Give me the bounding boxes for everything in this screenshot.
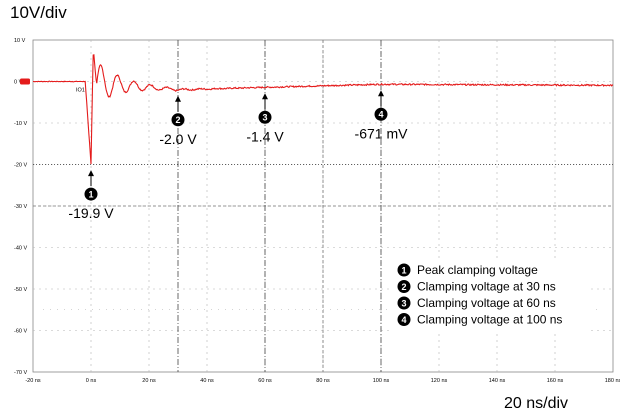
y-tick-label: 10 V — [14, 38, 26, 44]
x-tick-label: 100 ns — [373, 378, 390, 384]
x-scale-label: 20 ns/div — [504, 395, 569, 412]
annotation-label: -671 mV — [355, 125, 409, 141]
x-tick-label: 0 ns — [86, 378, 97, 384]
y-tick-label: -30 V — [14, 204, 27, 210]
legend-number: 4 — [401, 315, 406, 325]
x-tick-label: 180 ns — [605, 378, 620, 384]
annotation-label: -19.9 V — [68, 205, 114, 221]
legend-label: Clamping voltage at 100 ns — [417, 313, 562, 327]
annotation-label: -2.0 V — [159, 131, 197, 147]
annotation-number: 3 — [262, 113, 267, 123]
annotation-label: -1.4 V — [246, 128, 284, 144]
y-tick-label: 0 V — [14, 80, 23, 86]
legend-marker — [397, 313, 411, 326]
trace-marker-label: IO1 — [76, 88, 85, 94]
annotation-marker — [84, 187, 98, 201]
grid — [32, 39, 614, 373]
y-scale-label: 10V/div — [10, 3, 67, 22]
x-tick-label: 40 ns — [200, 378, 214, 384]
legend-number: 1 — [401, 265, 406, 275]
y-tick-label: -10 V — [14, 121, 27, 127]
legend-marker — [397, 296, 411, 310]
trace: IO1 — [20, 54, 614, 165]
legend-marker — [397, 280, 411, 293]
annotations: 1 -19.9 V 2 -2.0 V 3 -1.4 V 4 -671 mV — [68, 90, 408, 221]
annotation-number: 4 — [378, 110, 383, 120]
legend-number: 2 — [401, 282, 406, 292]
arrow-head-icon — [175, 95, 181, 102]
y-tick-label: -60 V — [14, 329, 27, 335]
x-tick-label: 160 ns — [547, 378, 564, 384]
x-tick-label: 80 ns — [316, 378, 330, 384]
legend-marker — [397, 263, 411, 277]
legend-number: 3 — [401, 298, 406, 308]
waveform — [33, 54, 614, 165]
legend-label: Clamping voltage at 30 ns — [417, 280, 556, 294]
annotation-marker — [374, 107, 388, 121]
arrow-head-icon — [88, 170, 94, 177]
x-tick-label: 120 ns — [431, 378, 448, 384]
arrow-head-icon — [378, 90, 384, 97]
legend-box — [393, 258, 591, 334]
x-tick-label: 60 ns — [258, 378, 272, 384]
channel-marker-icon — [20, 78, 30, 85]
legend: 1 Peak clamping voltage 2 Clamping voltage … — [393, 258, 591, 334]
annotation-number: 2 — [175, 115, 180, 125]
annotation-number: 1 — [88, 189, 93, 199]
y-tick-label: -20 V — [14, 163, 27, 169]
annotation-marker — [171, 113, 185, 127]
x-tick-label: 140 ns — [489, 378, 506, 384]
legend-label: Clamping voltage at 60 ns — [417, 296, 556, 310]
x-tick-label: 20 ns — [142, 378, 156, 384]
tick-labels: 10 V 0 V -10 V -20 V -30 V -40 V -50 V -60 V -70… — [14, 38, 620, 384]
y-tick-label: -50 V — [14, 287, 27, 293]
x-tick-label: -20 ns — [25, 378, 41, 384]
legend-label: Peak clamping voltage — [417, 263, 538, 277]
y-tick-label: -70 V — [14, 370, 27, 376]
y-tick-label: -40 V — [14, 246, 27, 252]
arrow-head-icon — [262, 93, 268, 100]
annotation-marker — [258, 110, 272, 124]
